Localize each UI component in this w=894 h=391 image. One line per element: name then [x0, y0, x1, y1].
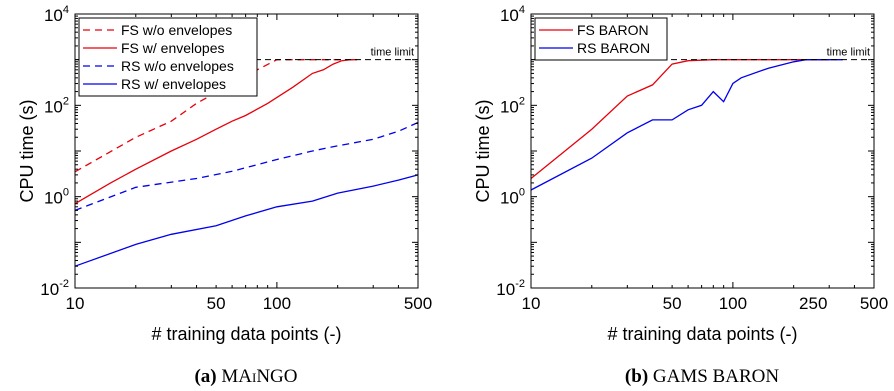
y-axis-title-b: CPU time (s): [473, 100, 493, 203]
x-tick-label-a: 10: [66, 294, 85, 313]
y-tick-label-b: 104: [500, 4, 525, 25]
y-axis-title-a: CPU time (s): [17, 100, 37, 203]
caption-a: (a) MAiNGO: [194, 366, 297, 387]
legend-box-a: [78, 17, 258, 97]
time-limit-label-a: time limit: [371, 47, 414, 59]
series-line-b-1: [530, 59, 843, 191]
legend-label-a: FS w/ envelopes: [121, 40, 225, 56]
x-tick-label-b: 500: [860, 294, 888, 313]
x-tick-label-b: 50: [663, 294, 682, 313]
x-axis-title-b: # training data points (-): [607, 324, 797, 344]
x-tick-label-a: 100: [263, 294, 291, 313]
legend-label-b: FS BARON: [577, 22, 649, 38]
legend-box-b: [534, 17, 668, 61]
series-line-b-0: [530, 59, 830, 180]
legend-label-a: RS w/ envelopes: [121, 76, 226, 92]
x-tick-label-a: 50: [207, 294, 226, 313]
x-tick-label-b: 250: [799, 294, 827, 313]
y-tick-label-b: 100: [500, 187, 525, 208]
legend-label-a: RS w/o envelopes: [121, 58, 234, 74]
series-line-a-1: [74, 59, 358, 205]
legend-label-b: RS BARON: [577, 40, 650, 56]
series-line-a-3: [74, 174, 419, 267]
y-tick-label-a: 10-2: [40, 278, 69, 299]
x-axis-title-a: # training data points (-): [151, 324, 341, 344]
y-tick-label-a: 102: [44, 95, 69, 116]
y-tick-label-a: 104: [44, 4, 69, 25]
legend-label-a: FS w/o envelopes: [121, 22, 232, 38]
x-tick-label-b: 10: [522, 294, 541, 313]
caption-b: (b) GAMS BARON: [625, 366, 779, 387]
y-tick-label-b: 102: [500, 95, 525, 116]
y-tick-label-a: 100: [44, 187, 69, 208]
time-limit-label-b: time limit: [827, 47, 870, 59]
x-tick-label-b: 100: [719, 294, 747, 313]
y-tick-label-b: 10-2: [496, 278, 525, 299]
x-tick-label-a: 500: [404, 294, 432, 313]
series-line-a-2: [74, 121, 419, 212]
